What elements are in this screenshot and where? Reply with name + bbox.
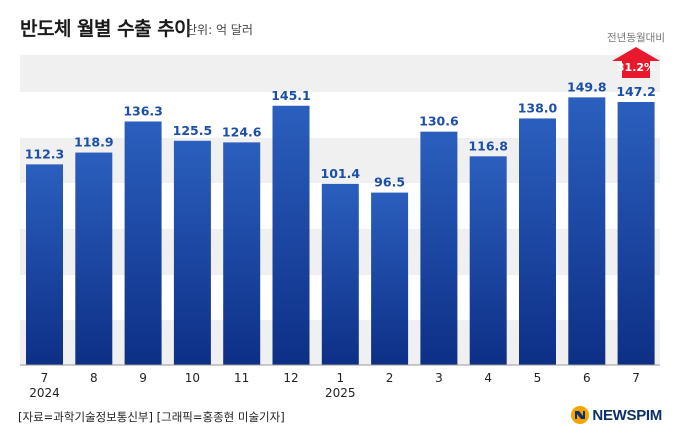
bar-0 [26,164,63,365]
value-label-5: 145.1 [271,88,311,103]
year-labels-group: 2024 2025 [29,386,355,400]
value-label-3: 125.5 [173,123,213,138]
x-tick-label-2: 9 [139,371,147,385]
value-label-10: 138.0 [518,100,558,115]
up-arrow-icon [612,47,660,78]
bar-3 [173,140,211,365]
value-label-7: 96.5 [374,175,405,190]
bar-2 [124,121,162,366]
value-label-6: 101.4 [321,166,361,181]
value-labels-group: 112.3 118.9 136.3 125.5 124.6 145.1 101.4 96.5 1… [25,79,656,189]
bars-group [26,97,655,366]
bar-9 [469,156,507,365]
value-label-4: 124.6 [222,124,262,139]
x-tick-label-5: 12 [283,371,298,385]
source-credit: [자료=과학기술정보통신부] [그래픽=홍종현 미술기자] [18,410,285,424]
yoy-label: 전년동월대비 [607,32,665,44]
x-tick-label-11: 6 [583,371,591,385]
x-tick-label-3: 10 [185,371,200,385]
year-label-2024: 2024 [29,386,60,400]
value-label-11: 149.8 [567,79,607,94]
newspim-logo: NEWSPIM [570,405,662,425]
x-tick-label-7: 2 [386,371,394,385]
x-tick-label-10: 5 [534,371,542,385]
value-label-0: 112.3 [25,146,65,161]
bar-6 [321,183,359,365]
bar-11 [568,97,606,365]
bar-5 [272,105,310,365]
value-label-9: 116.8 [468,138,508,153]
bar-8 [420,131,458,365]
bar-12 [617,102,655,365]
year-label-2025: 2025 [325,386,356,400]
x-tick-label-12: 7 [632,371,640,385]
yoy-value: 31.2% [616,61,656,74]
x-tick-label-6: 1 [336,371,344,385]
value-label-8: 130.6 [419,114,459,129]
bar-1 [75,152,113,365]
bar-4 [223,142,261,365]
unit-label: 단위: 억 달러 [186,23,253,37]
bar-7 [371,192,409,365]
x-tick-label-1: 8 [90,371,98,385]
logo-text: NEWSPIM [592,406,662,424]
x-tick-label-9: 4 [484,371,492,385]
value-label-2: 136.3 [123,103,163,118]
value-label-1: 118.9 [74,135,114,150]
chart-title: 반도체 월별 수출 추이 [20,18,192,40]
x-tick-label-0: 7 [41,371,49,385]
x-tick-labels-group: 7 8 9 10 11 12 1 2 3 4 5 6 7 [41,371,640,385]
bar-10 [519,118,556,365]
newspim-logo-icon [571,406,590,424]
value-label-12: 147.2 [616,84,656,99]
x-tick-label-4: 11 [234,371,249,385]
x-tick-label-8: 3 [435,371,443,385]
